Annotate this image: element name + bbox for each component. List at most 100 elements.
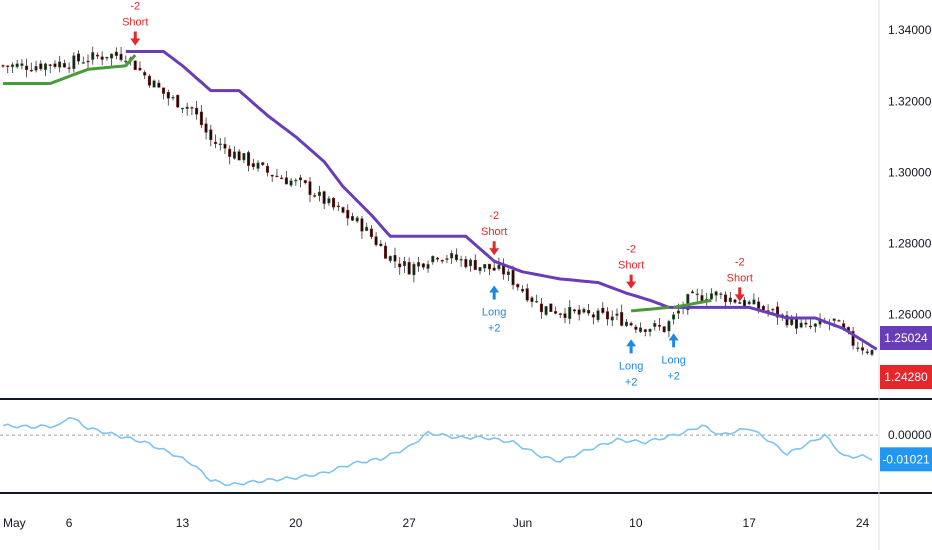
candle-body <box>317 191 321 197</box>
candle-body <box>809 325 813 328</box>
main-price-pane: -2 Short -2 Short Long +2 -2 Short Long +2 Long +2 -… <box>1 1 878 388</box>
candle-body <box>785 315 789 326</box>
candle <box>332 197 336 211</box>
candle <box>747 300 751 306</box>
oscillator-pane <box>0 416 878 487</box>
candle-body <box>232 151 236 159</box>
candle-body <box>511 269 515 286</box>
long-signal-value: +2 <box>625 376 638 388</box>
candle-body <box>237 151 241 161</box>
candle-body <box>114 51 118 56</box>
candle-body <box>402 261 406 266</box>
short-signal-label: Short <box>618 260 644 272</box>
long-signal: Long +2 <box>619 339 643 388</box>
price-badge-text: -0.01021 <box>882 452 930 466</box>
candle <box>672 311 676 325</box>
candle <box>195 100 199 120</box>
candle-body <box>39 63 43 70</box>
candle <box>299 174 303 188</box>
candle-body <box>251 163 255 167</box>
candle-body <box>350 216 354 221</box>
candle-body <box>176 94 180 108</box>
candle-body <box>587 310 591 314</box>
candle <box>384 242 388 259</box>
candle-body <box>72 55 76 69</box>
candle-body <box>700 295 704 302</box>
candle <box>199 104 203 129</box>
candle <box>587 303 591 316</box>
candle-body <box>77 53 81 62</box>
candle-body <box>313 195 317 197</box>
candle-body <box>634 326 638 330</box>
candle-body <box>327 198 331 204</box>
candle <box>209 124 213 147</box>
long-arrow-icon <box>489 285 500 300</box>
candle-body <box>629 323 633 326</box>
candle <box>180 107 184 113</box>
candle <box>563 308 567 324</box>
candle <box>624 319 628 327</box>
candle <box>379 240 383 247</box>
candle-body <box>742 299 746 307</box>
candle-body <box>667 321 671 332</box>
candle-body <box>341 207 345 213</box>
x-tick-label: 13 <box>176 516 190 530</box>
candle-body <box>147 75 151 86</box>
candle <box>275 168 279 178</box>
long-signal-label: Long <box>619 360 643 372</box>
candle <box>388 255 392 264</box>
candle-body <box>794 317 798 329</box>
candle-body <box>214 141 218 144</box>
long-signal-value: +2 <box>488 322 501 334</box>
candle-body <box>199 111 203 126</box>
candle <box>752 293 756 305</box>
candle <box>417 257 421 272</box>
candle <box>218 137 222 151</box>
candles <box>1 46 874 357</box>
candle <box>15 59 19 69</box>
candle-body <box>483 264 487 269</box>
candle <box>185 102 189 116</box>
candle-body <box>209 129 213 141</box>
candle <box>204 117 208 140</box>
candle <box>431 255 435 265</box>
x-tick-label: 6 <box>66 516 73 530</box>
candle <box>407 257 411 275</box>
candle-body <box>572 309 576 312</box>
candle <box>53 60 57 69</box>
candle-body <box>152 80 156 88</box>
candle-body <box>544 306 548 315</box>
candle-body <box>445 258 449 260</box>
candle-body <box>856 347 860 349</box>
short-arrow-icon <box>734 287 745 302</box>
candle <box>450 250 454 264</box>
candle <box>606 307 610 326</box>
candle-body <box>662 326 666 333</box>
x-tick-label: May <box>3 516 26 530</box>
candle-body <box>157 82 161 88</box>
candle <box>147 74 151 88</box>
candle <box>402 256 406 273</box>
candle-body <box>407 262 411 275</box>
candle <box>554 306 558 315</box>
short-signal-label: Short <box>481 226 507 238</box>
candle-body <box>506 271 510 275</box>
candle-body <box>672 314 676 320</box>
candle <box>790 314 794 326</box>
candle <box>530 295 534 308</box>
candle-body <box>412 264 416 276</box>
candle-body <box>497 264 501 269</box>
candle-body <box>15 63 19 68</box>
candle-body <box>554 311 558 314</box>
candle-body <box>799 322 803 328</box>
candle-body <box>568 306 572 319</box>
candle-body <box>639 327 643 332</box>
short-signal-value: -2 <box>735 256 745 268</box>
candle <box>525 283 529 303</box>
long-signal: Long +2 <box>661 333 686 382</box>
candle <box>794 313 798 334</box>
candle-body <box>426 264 430 269</box>
candle-body <box>804 322 808 325</box>
candle <box>629 321 633 327</box>
